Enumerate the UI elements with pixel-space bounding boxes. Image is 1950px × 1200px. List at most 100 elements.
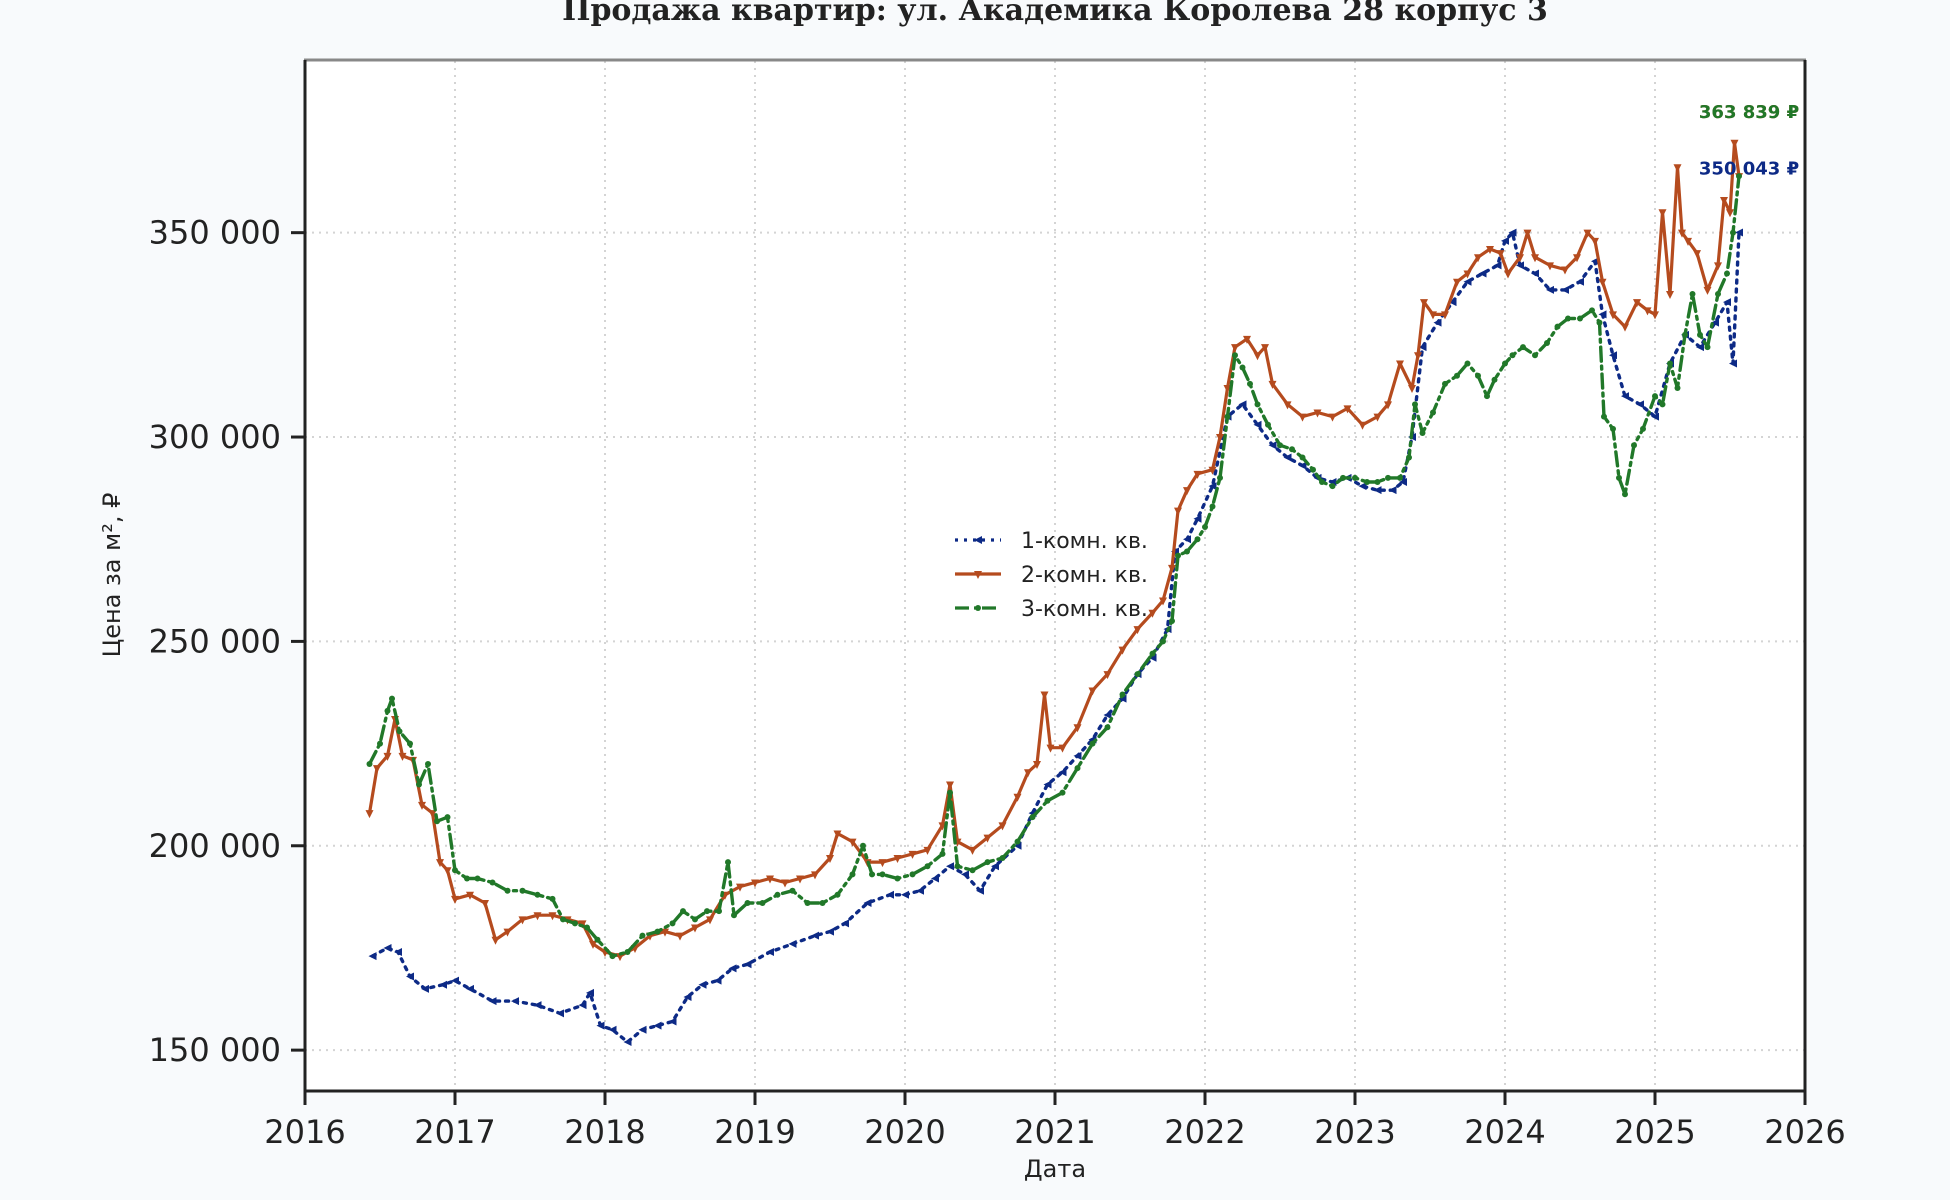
data-point [1074, 765, 1081, 772]
y-tick-label: 350 000 [149, 214, 281, 252]
data-point [1735, 228, 1743, 237]
data-point [466, 984, 474, 993]
data-point [1484, 393, 1490, 400]
data-point [1268, 380, 1277, 389]
data-point [452, 867, 458, 874]
data-point [1298, 413, 1307, 422]
data-point [1364, 478, 1370, 485]
data-point [1616, 474, 1622, 481]
y-tick-label: 150 000 [149, 1031, 281, 1069]
legend-label: 2-комн. кв. [1021, 563, 1148, 588]
data-point [1358, 421, 1367, 430]
data-point [1385, 474, 1391, 481]
data-point [1631, 442, 1637, 449]
data-point [384, 707, 391, 714]
data-point [901, 890, 909, 899]
data-point [416, 781, 422, 788]
data-point [946, 862, 954, 871]
data-point [533, 1001, 542, 1010]
data-point [1253, 420, 1262, 429]
data-point [1243, 335, 1251, 344]
data-point [444, 814, 451, 821]
x-tick-label: 2023 [1314, 1113, 1395, 1151]
data-point [1689, 290, 1696, 297]
data-point [1058, 768, 1067, 777]
data-point [1073, 724, 1082, 733]
data-point [1046, 744, 1055, 753]
data-point [1175, 552, 1181, 559]
data-point [654, 928, 661, 935]
data-point [1420, 299, 1428, 308]
data-point [811, 871, 819, 880]
data-point [1633, 299, 1641, 308]
data-point [1531, 254, 1539, 263]
data-point [368, 952, 377, 961]
data-point [1193, 470, 1202, 479]
data-point [451, 895, 459, 904]
data-point [572, 920, 578, 927]
data-point [1040, 691, 1049, 700]
data-point [1408, 384, 1416, 393]
legend-marker [974, 536, 982, 544]
data-point [1523, 229, 1532, 238]
data-point [811, 931, 819, 940]
legend-item-3-komn: 3-комн. кв. [955, 597, 1148, 622]
data-point [1397, 474, 1403, 481]
data-point [1554, 323, 1561, 330]
data-point [676, 932, 684, 941]
data-point [1609, 351, 1617, 360]
data-point [1573, 254, 1581, 263]
data-point [1532, 352, 1538, 359]
data-point [1546, 262, 1554, 271]
data-point [796, 875, 804, 884]
data-point [488, 997, 497, 1006]
data-point [1448, 298, 1457, 307]
data-point [998, 822, 1007, 831]
data-point [1486, 246, 1494, 255]
data-point [1014, 838, 1021, 845]
data-point [589, 940, 597, 949]
data-point [1697, 331, 1703, 338]
data-point [1149, 650, 1156, 657]
y-tick-label: 250 000 [149, 622, 281, 660]
data-point [1328, 413, 1337, 422]
data-point [421, 984, 429, 993]
data-point [1254, 401, 1261, 408]
data-point [691, 924, 699, 933]
data-point [481, 899, 489, 908]
legend-label: 3-комн. кв. [1021, 597, 1148, 622]
legend-item-2-komn: 2-комн. кв. [955, 563, 1148, 588]
data-point [1520, 344, 1526, 351]
data-point [1509, 352, 1516, 359]
data-point [1148, 609, 1157, 618]
data-point [1430, 409, 1436, 416]
data-point [1589, 307, 1595, 314]
data-point [736, 883, 744, 892]
data-point [833, 830, 842, 839]
data-point [1358, 482, 1367, 491]
data-point [1730, 139, 1739, 148]
data-point [759, 899, 766, 906]
data-point [1104, 724, 1111, 731]
data-point [594, 936, 601, 943]
data-point [698, 980, 707, 989]
data-point [1231, 344, 1239, 353]
data-point [826, 855, 834, 864]
data-point [398, 752, 407, 761]
data-point [451, 976, 459, 985]
data-point [366, 761, 373, 768]
data-point [1696, 343, 1704, 352]
grid [304, 61, 1806, 1091]
data-point [969, 867, 976, 874]
data-point [406, 972, 414, 981]
data-point [1442, 380, 1448, 387]
data-point [984, 859, 991, 866]
data-point [669, 920, 676, 927]
data-point [1216, 434, 1224, 443]
data-point [1118, 646, 1127, 655]
data-point [804, 899, 811, 906]
data-point [1194, 536, 1201, 543]
data-point [1643, 307, 1652, 316]
data-point [1463, 270, 1472, 279]
data-point [766, 875, 774, 884]
